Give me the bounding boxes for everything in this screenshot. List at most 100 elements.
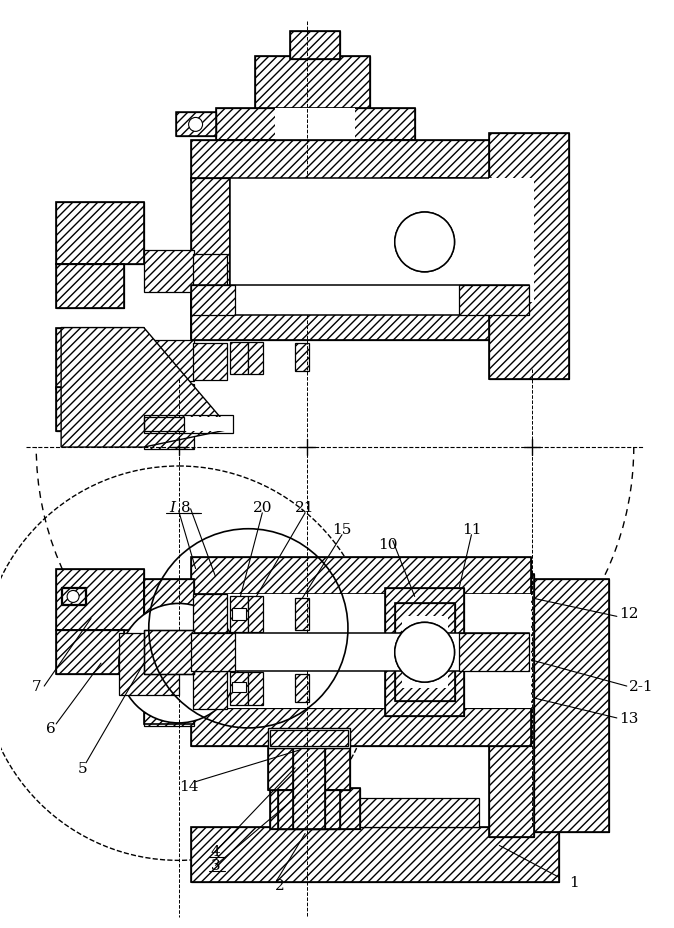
Circle shape <box>67 591 79 603</box>
Bar <box>191 557 531 595</box>
Circle shape <box>189 118 203 132</box>
Bar <box>191 828 559 883</box>
Bar <box>56 203 144 264</box>
Bar <box>278 790 340 830</box>
Bar <box>248 256 264 292</box>
Bar <box>231 256 248 292</box>
Text: 2-1: 2-1 <box>629 679 653 693</box>
Circle shape <box>119 604 239 723</box>
Bar <box>56 329 144 390</box>
Bar <box>255 57 370 111</box>
Bar <box>278 790 340 830</box>
Bar <box>56 569 144 631</box>
Bar <box>191 141 531 181</box>
Text: 20: 20 <box>253 500 272 514</box>
Text: 15: 15 <box>332 522 352 536</box>
Text: 8: 8 <box>181 500 191 514</box>
Bar <box>489 135 569 380</box>
Bar <box>233 609 247 621</box>
Bar <box>191 301 531 341</box>
Bar <box>268 728 350 748</box>
Bar <box>290 32 340 59</box>
Text: 4: 4 <box>210 844 220 858</box>
Bar <box>385 179 464 306</box>
Bar <box>402 207 448 278</box>
Polygon shape <box>61 329 231 447</box>
Bar <box>191 301 531 338</box>
Bar <box>255 57 370 111</box>
Bar <box>295 259 309 290</box>
Circle shape <box>406 225 443 261</box>
Bar <box>56 264 124 308</box>
Bar <box>231 342 248 375</box>
Bar <box>144 684 193 726</box>
Text: 2: 2 <box>276 878 285 893</box>
Bar <box>270 788 360 830</box>
Bar <box>191 634 235 672</box>
Bar <box>191 286 235 316</box>
Text: 5: 5 <box>78 761 88 775</box>
Bar <box>61 587 86 606</box>
Bar <box>491 179 531 303</box>
Bar <box>395 604 454 702</box>
Circle shape <box>395 623 454 682</box>
Bar <box>231 673 248 705</box>
Bar <box>491 179 531 303</box>
Bar <box>529 579 609 832</box>
Bar <box>489 179 534 303</box>
Bar <box>489 135 569 380</box>
Bar <box>191 301 531 341</box>
Bar <box>275 110 355 141</box>
Bar <box>293 746 325 830</box>
Bar <box>248 673 264 705</box>
Bar <box>56 631 124 675</box>
Text: 7: 7 <box>32 679 41 693</box>
Circle shape <box>395 623 454 682</box>
Text: 6: 6 <box>47 721 56 735</box>
Bar <box>144 631 193 675</box>
Bar <box>144 631 193 675</box>
Bar <box>295 344 309 372</box>
Bar <box>191 708 531 746</box>
Bar <box>460 286 529 316</box>
Text: 13: 13 <box>619 711 638 725</box>
Bar <box>193 343 227 380</box>
Bar <box>233 682 247 692</box>
Bar <box>144 385 193 449</box>
Bar <box>191 301 531 338</box>
Bar <box>231 597 248 633</box>
Text: 12: 12 <box>619 607 638 621</box>
Circle shape <box>406 635 443 670</box>
Bar <box>191 634 529 672</box>
Bar <box>385 589 464 716</box>
Bar <box>144 251 193 292</box>
Bar <box>290 32 340 59</box>
Bar <box>268 748 350 790</box>
Bar <box>216 110 415 141</box>
Bar <box>216 110 415 141</box>
Bar <box>191 708 531 746</box>
Bar <box>270 730 348 746</box>
Bar <box>385 589 464 716</box>
Bar <box>295 675 309 702</box>
Text: 21: 21 <box>295 500 315 514</box>
Bar <box>56 569 144 631</box>
Text: 1: 1 <box>569 875 579 889</box>
Bar <box>293 746 325 830</box>
Bar <box>191 286 529 316</box>
Bar <box>191 141 531 181</box>
Bar <box>489 574 534 838</box>
Bar <box>270 788 360 830</box>
Bar <box>144 579 193 621</box>
Text: 14: 14 <box>179 779 198 793</box>
Bar <box>191 828 559 883</box>
Bar <box>191 179 231 303</box>
Text: 3: 3 <box>210 858 220 872</box>
Text: I: I <box>170 500 176 514</box>
Text: 11: 11 <box>462 522 481 536</box>
Bar <box>193 254 227 293</box>
Bar <box>62 589 85 605</box>
Bar <box>193 595 227 634</box>
Bar <box>56 388 124 432</box>
Text: 10: 10 <box>378 537 398 551</box>
